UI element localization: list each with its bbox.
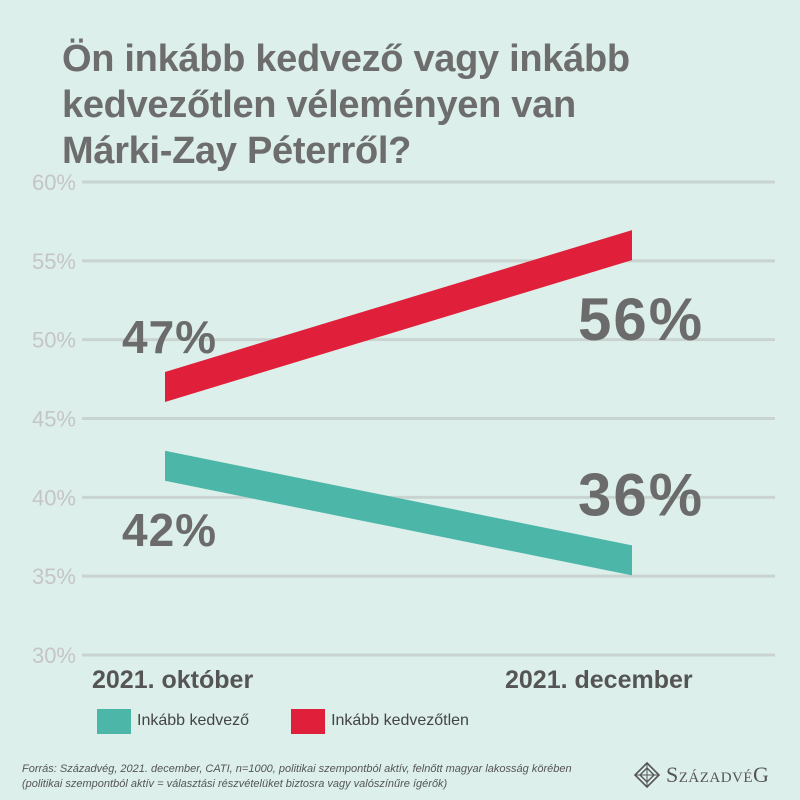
brand-logo: SzázadvéG bbox=[634, 760, 769, 790]
legend-swatch-unfavorable bbox=[291, 708, 326, 734]
chart-title: Ön inkább kedvező vagy inkább kedvezőtle… bbox=[62, 36, 762, 174]
data-label: 42% bbox=[122, 504, 217, 556]
gridlines bbox=[82, 180, 775, 657]
source-line-2: (politikai szempontból aktív = választás… bbox=[22, 778, 448, 790]
data-label: 36% bbox=[578, 461, 704, 528]
x-axis-ticks: 2021. október 2021. december bbox=[92, 666, 693, 694]
logo-text: SzázadvéG bbox=[666, 762, 770, 787]
y-tick-label: 60% bbox=[32, 170, 76, 195]
title-line-3: Márki-Zay Péterről? bbox=[62, 130, 412, 172]
legend: Inkább kedvező Inkább kedvezőtlen bbox=[97, 708, 511, 734]
legend-item-favorable: Inkább kedvező bbox=[97, 708, 250, 734]
x-tick-label: 2021. október bbox=[92, 666, 253, 694]
title-line-1: Ön inkább kedvező vagy inkább bbox=[62, 38, 630, 80]
x-tick-label: 2021. december bbox=[505, 666, 693, 694]
y-tick-label: 50% bbox=[32, 328, 76, 353]
source-line-1: Forrás: Századvég, 2021. december, CATI,… bbox=[22, 763, 572, 775]
y-axis-ticks: 30% 35% 40% 45% 50% 55% 60% bbox=[32, 170, 76, 668]
data-label: 47% bbox=[122, 311, 217, 363]
series-band-favorable bbox=[165, 450, 632, 576]
y-tick-label: 40% bbox=[32, 485, 76, 510]
y-tick-label: 30% bbox=[32, 643, 76, 668]
diamond-emblem-icon bbox=[634, 762, 660, 788]
legend-item-unfavorable: Inkább kedvezőtlen bbox=[291, 708, 469, 734]
legend-swatch-favorable bbox=[97, 708, 131, 734]
legend-label-favorable: Inkább kedvező bbox=[137, 712, 250, 729]
source-note: Forrás: Századvég, 2021. december, CATI,… bbox=[22, 762, 622, 792]
y-tick-label: 35% bbox=[32, 564, 76, 589]
data-labels: 42% 36% 47% 56% bbox=[122, 286, 704, 556]
legend-label-unfavorable: Inkább kedvezőtlen bbox=[331, 712, 469, 729]
y-tick-label: 55% bbox=[32, 249, 76, 274]
series-band-unfavorable bbox=[165, 230, 632, 402]
title-line-2: kedvezőtlen véleményen van bbox=[62, 84, 576, 126]
data-label: 56% bbox=[578, 286, 704, 353]
series-bands bbox=[165, 230, 632, 576]
y-tick-label: 45% bbox=[32, 407, 76, 432]
